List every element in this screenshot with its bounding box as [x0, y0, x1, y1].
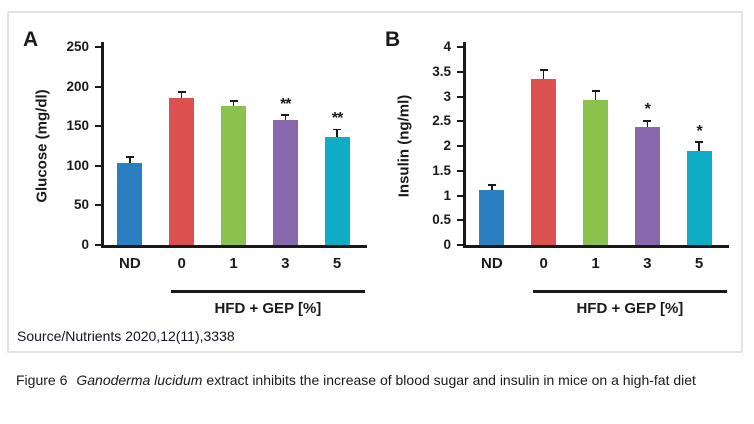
- y-tick-mark: [95, 46, 101, 48]
- bar-5: [324, 137, 350, 245]
- y-tick-label: 2.5: [432, 113, 451, 129]
- error-bar-cap: [539, 69, 548, 72]
- x-tick-label: 0: [177, 255, 186, 272]
- y-tick-label: 1.5: [432, 162, 451, 178]
- x-axis-line: [463, 245, 729, 248]
- y-tick-mark: [457, 120, 463, 123]
- error-bar-cap: [229, 100, 238, 102]
- bar-nd: [117, 162, 143, 245]
- bar-1: [583, 100, 608, 245]
- error-bar-line: [646, 121, 649, 128]
- error-bar-cap: [281, 114, 290, 117]
- y-tick-label: 0: [443, 237, 451, 252]
- y-tick-label: 0.5: [432, 212, 451, 228]
- panel-letter: B: [385, 28, 401, 51]
- x-tick-label: 5: [332, 255, 342, 272]
- bar-0: [531, 79, 557, 245]
- x-axis-line: [101, 245, 367, 248]
- group-label: HFD + GEP [%]: [576, 300, 684, 317]
- error-bar-line: [594, 91, 597, 101]
- y-tick-label: 100: [66, 157, 89, 173]
- error-bar-cap: [695, 141, 704, 143]
- y-axis-label-wrap: Glucose (mg/dl): [31, 47, 53, 245]
- error-bar-line: [284, 115, 287, 120]
- error-bar-cap: [333, 128, 342, 131]
- y-tick-mark: [457, 145, 463, 147]
- error-bar-line: [542, 70, 545, 80]
- source-attribution: Source/Nutrients 2020,12(11),3338: [17, 328, 235, 344]
- error-bar-cap: [643, 119, 652, 122]
- y-tick-label: 250: [66, 39, 89, 54]
- y-tick-mark: [457, 194, 463, 197]
- x-tick-label: ND: [119, 255, 141, 272]
- group-label: HFD + GEP [%]: [214, 300, 322, 317]
- group-underline: [532, 290, 727, 293]
- significance-marker: *: [696, 122, 702, 140]
- bar-5: [686, 150, 712, 245]
- error-bar-line: [180, 92, 183, 98]
- y-axis-label: Glucose (mg/dl): [33, 89, 51, 203]
- y-tick-label: 3: [443, 88, 451, 104]
- y-tick-mark: [457, 244, 463, 246]
- y-tick-mark: [95, 85, 101, 88]
- y-tick-mark: [95, 164, 101, 167]
- significance-marker: **: [331, 110, 343, 128]
- y-tick-label: 2: [443, 138, 451, 153]
- bar-3: [272, 119, 298, 245]
- significance-marker: *: [644, 101, 651, 119]
- x-tick-label: 1: [591, 255, 600, 272]
- error-bar-line: [232, 101, 235, 106]
- caption-figure-number: Figure 6: [16, 372, 68, 388]
- y-tick-label: 50: [73, 197, 89, 213]
- y-tick-label: 150: [66, 118, 89, 134]
- error-bar-line: [336, 130, 338, 138]
- y-axis-line: [101, 42, 104, 248]
- y-tick-label: 0: [81, 237, 89, 252]
- y-axis-line: [463, 42, 466, 248]
- y-tick-label: 3.5: [432, 63, 451, 79]
- y-tick-label: 4: [443, 39, 451, 54]
- chart-panel-insulin: B Insulin (ng/ml) 0 0.5 1 1.5 2 2.5 3 3.5 4 ND 0 1 * 3 *…: [371, 13, 745, 355]
- figure-box: A Glucose (mg/dl) 0 50 100 150 200 250 ND 0 1 ** 3 **…: [7, 11, 743, 353]
- error-bar-line: [129, 157, 131, 163]
- y-tick-mark: [95, 204, 101, 207]
- x-tick-label: 5: [694, 255, 704, 272]
- y-tick-mark: [457, 219, 463, 222]
- x-tick-label: 3: [643, 255, 652, 272]
- y-tick-label: 1: [443, 187, 451, 203]
- x-tick-label: 0: [539, 255, 548, 272]
- y-tick-mark: [457, 169, 463, 172]
- y-tick-mark: [95, 244, 101, 246]
- caption-text: extract inhibits the increase of blood s…: [206, 372, 696, 388]
- significance-marker: **: [280, 95, 291, 113]
- panel-letter: A: [23, 28, 39, 51]
- x-tick-label: ND: [481, 255, 503, 272]
- y-tick-mark: [95, 125, 101, 128]
- x-tick-label: 1: [229, 255, 238, 272]
- bar-nd: [479, 189, 505, 245]
- error-bar-cap: [125, 156, 134, 159]
- error-bar-cap: [177, 91, 186, 94]
- x-tick-label: 3: [281, 255, 290, 272]
- y-tick-label: 200: [66, 78, 89, 94]
- error-bar-cap: [591, 90, 600, 92]
- y-tick-mark: [457, 46, 463, 48]
- bar-3: [634, 127, 660, 245]
- chart-panel-glucose: A Glucose (mg/dl) 0 50 100 150 200 250 ND 0 1 ** 3 **…: [9, 13, 377, 355]
- caption-species-name: Ganoderma lucidum: [76, 372, 203, 388]
- error-bar-line: [491, 185, 493, 190]
- figure-caption: Figure 6 Ganoderma lucidum extract inhibit…: [16, 372, 746, 388]
- y-tick-mark: [457, 95, 463, 98]
- bar-1: [221, 105, 246, 245]
- group-underline: [170, 290, 365, 293]
- y-tick-mark: [457, 70, 463, 73]
- error-bar-cap: [487, 184, 496, 186]
- error-bar-line: [698, 142, 700, 151]
- bar-0: [169, 97, 195, 245]
